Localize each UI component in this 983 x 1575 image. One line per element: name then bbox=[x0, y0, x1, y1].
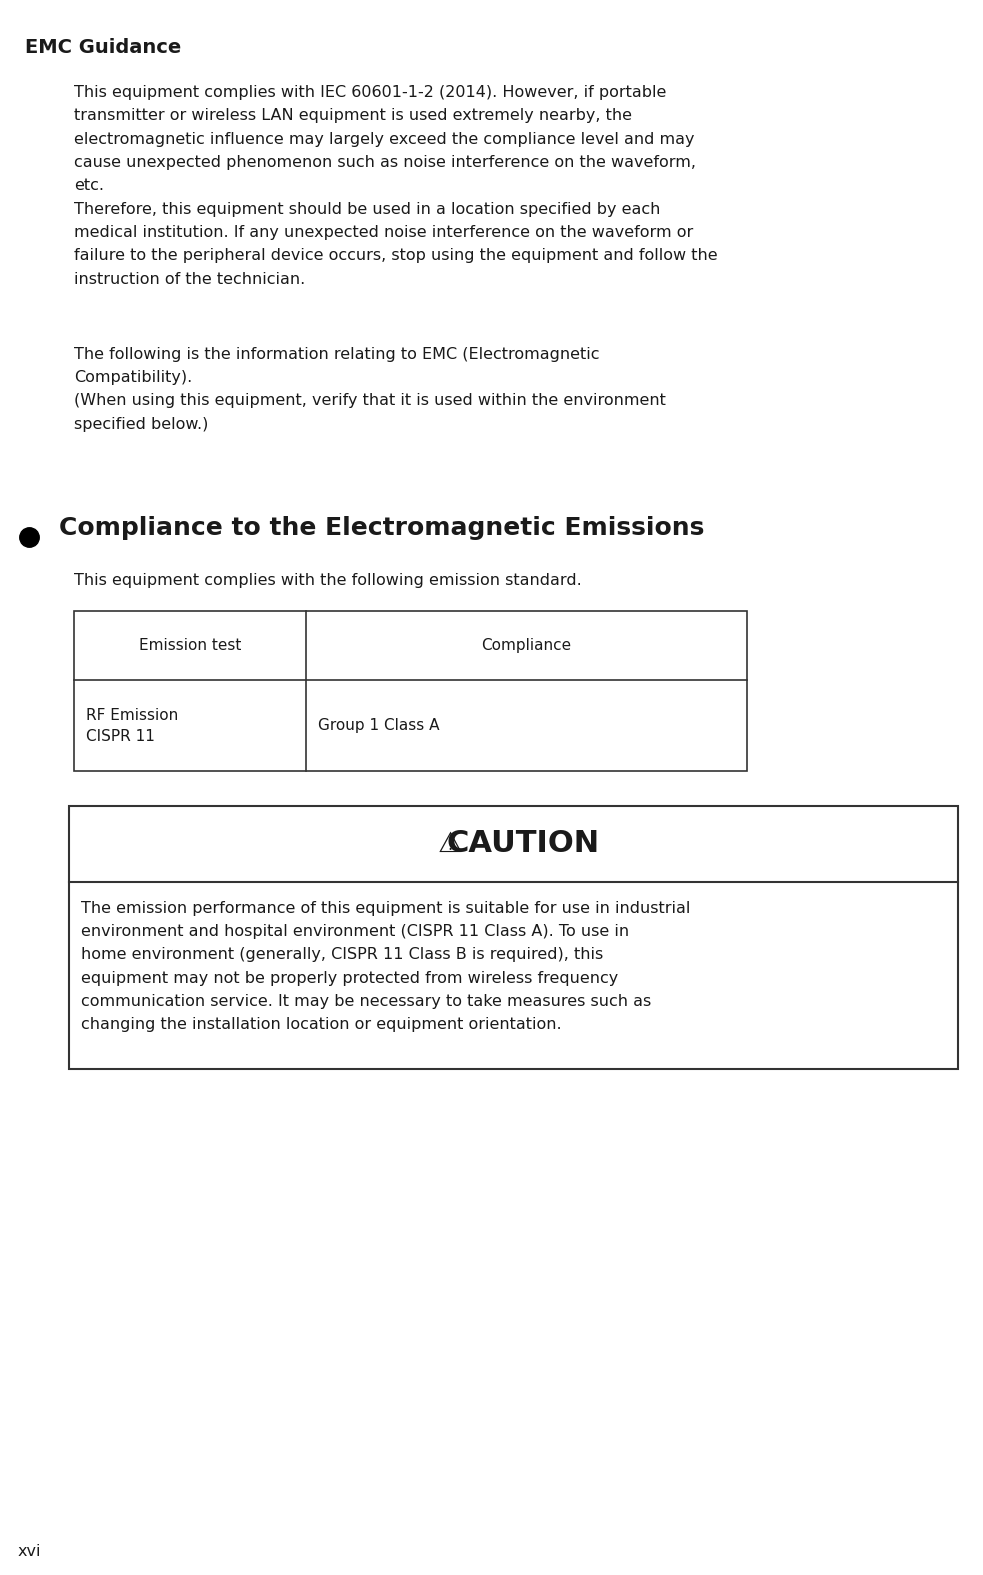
Text: etc.: etc. bbox=[74, 178, 104, 194]
Text: cause unexpected phenomenon such as noise interference on the waveform,: cause unexpected phenomenon such as nois… bbox=[74, 154, 696, 170]
Text: communication service. It may be necessary to take measures such as: communication service. It may be necessa… bbox=[81, 994, 651, 1010]
Text: The emission performance of this equipment is suitable for use in industrial: The emission performance of this equipme… bbox=[81, 901, 690, 915]
Text: This equipment complies with IEC 60601-1-2 (2014). However, if portable: This equipment complies with IEC 60601-1… bbox=[74, 85, 666, 101]
Text: Therefore, this equipment should be used in a location specified by each: Therefore, this equipment should be used… bbox=[74, 202, 661, 217]
Text: This equipment complies with the following emission standard.: This equipment complies with the followi… bbox=[74, 573, 582, 587]
Text: xvi: xvi bbox=[18, 1544, 41, 1559]
Text: The following is the information relating to EMC (Electromagnetic: The following is the information relatin… bbox=[74, 346, 600, 362]
Text: electromagnetic influence may largely exceed the compliance level and may: electromagnetic influence may largely ex… bbox=[74, 132, 694, 146]
Text: (When using this equipment, verify that it is used within the environment: (When using this equipment, verify that … bbox=[74, 394, 665, 408]
Text: equipment may not be properly protected from wireless frequency: equipment may not be properly protected … bbox=[81, 970, 618, 986]
Text: instruction of the technician.: instruction of the technician. bbox=[74, 271, 305, 287]
Text: RF Emission
CISPR 11: RF Emission CISPR 11 bbox=[86, 707, 178, 743]
Text: EMC Guidance: EMC Guidance bbox=[25, 38, 181, 57]
Text: home environment (generally, CISPR 11 Class B is required), this: home environment (generally, CISPR 11 Cl… bbox=[81, 947, 603, 962]
Text: Compliance: Compliance bbox=[482, 638, 572, 654]
Bar bbox=[74, 611, 747, 772]
Text: specified below.): specified below.) bbox=[74, 417, 208, 432]
Bar bbox=[69, 806, 958, 1069]
Text: medical institution. If any unexpected noise interference on the waveform or: medical institution. If any unexpected n… bbox=[74, 225, 693, 239]
Text: Group 1 Class A: Group 1 Class A bbox=[318, 718, 439, 734]
Text: Compatibility).: Compatibility). bbox=[74, 370, 192, 386]
Text: CAUTION: CAUTION bbox=[447, 830, 600, 858]
Text: environment and hospital environment (CISPR 11 Class A). To use in: environment and hospital environment (CI… bbox=[81, 925, 629, 939]
Text: transmitter or wireless LAN equipment is used extremely nearby, the: transmitter or wireless LAN equipment is… bbox=[74, 109, 632, 123]
Text: failure to the peripheral device occurs, stop using the equipment and follow the: failure to the peripheral device occurs,… bbox=[74, 249, 718, 263]
Text: changing the installation location or equipment orientation.: changing the installation location or eq… bbox=[81, 1017, 561, 1032]
Text: Emission test: Emission test bbox=[139, 638, 241, 654]
Text: ⚠: ⚠ bbox=[437, 830, 462, 858]
Text: Compliance to the Electromagnetic Emissions: Compliance to the Electromagnetic Emissi… bbox=[59, 517, 705, 540]
